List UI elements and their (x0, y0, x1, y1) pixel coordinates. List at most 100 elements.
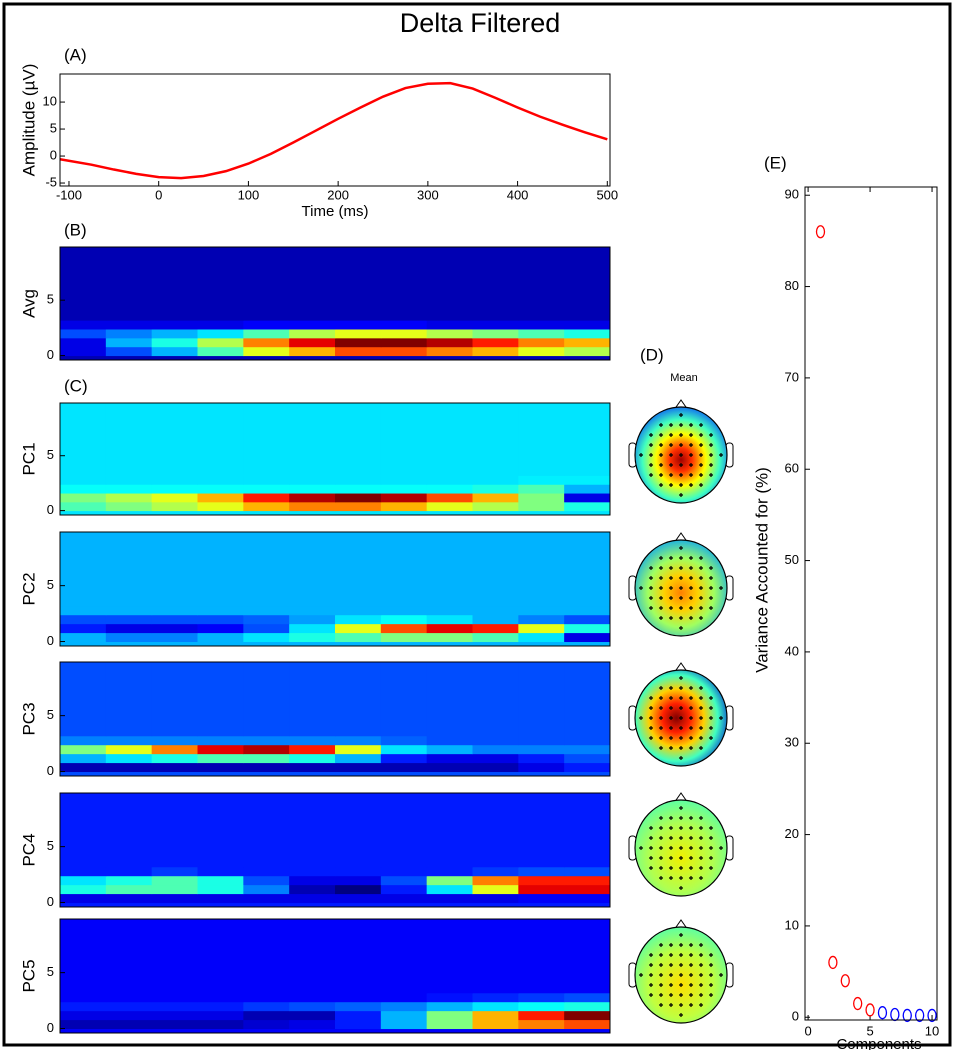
panel-label: (A) (64, 45, 87, 64)
heatmap-cell (289, 328, 336, 339)
electrode (659, 453, 663, 457)
electrode (679, 953, 683, 957)
heatmap-cell (60, 320, 107, 330)
electrode (669, 443, 673, 447)
heatmap-cell (335, 493, 382, 503)
heatmap-cell (60, 875, 107, 886)
heatmap-cell (105, 735, 153, 746)
heatmap-cell (151, 328, 198, 339)
electrode (709, 846, 713, 850)
heatmap-cell (335, 753, 382, 764)
electrode (649, 856, 653, 860)
heatmap-cell (564, 532, 611, 607)
electrode (649, 453, 653, 457)
heatmap-cell (335, 501, 382, 512)
heatmap-cell (380, 893, 428, 904)
heatmap-cell (289, 744, 336, 755)
heatmap-cell (289, 762, 336, 773)
heatmap-cell (335, 744, 382, 755)
heatmap-cell (289, 623, 336, 634)
heatmap-cell (472, 753, 519, 764)
heatmap-cell (243, 753, 290, 764)
heatmap-cell (105, 501, 153, 512)
x-tick-label: 10 (925, 1023, 939, 1038)
topomap (628, 662, 734, 767)
point (853, 996, 863, 1011)
electrode (669, 826, 673, 830)
x-tick-label: 0 (804, 1023, 811, 1038)
electrode (649, 736, 653, 740)
heatmap-cell (335, 762, 382, 773)
electrode (689, 443, 693, 447)
x-tick-label: 200 (327, 187, 349, 202)
heatmap-cell (518, 753, 565, 764)
electrode (669, 846, 673, 850)
heatmap-cell (518, 623, 565, 634)
heatmap-cell (564, 893, 611, 904)
y-axis-label: PC1 (19, 442, 38, 475)
point (890, 1007, 900, 1022)
electrode (669, 706, 673, 710)
heatmap-cell (289, 1001, 336, 1012)
heatmap-cell (151, 247, 198, 321)
electrode (689, 606, 693, 610)
electrode (669, 453, 673, 457)
electrode (699, 746, 703, 750)
heatmap-cell (564, 866, 611, 877)
electrode (659, 696, 663, 700)
heatmap-cell (197, 247, 244, 321)
electrode (659, 866, 663, 870)
electrode (699, 566, 703, 570)
heatmap-cell (60, 475, 107, 485)
electrode (679, 866, 683, 870)
electrode (679, 616, 683, 620)
heatmap-cell (426, 919, 473, 994)
heatmap-cell (289, 493, 336, 503)
electrode (699, 463, 703, 467)
heatmap-cell (243, 320, 290, 330)
heatmap-cell (472, 501, 519, 512)
heatmap-cell (243, 247, 290, 321)
electrode (699, 606, 703, 610)
electrode (669, 736, 673, 740)
electrode (699, 963, 703, 967)
electrode (659, 836, 663, 840)
x-tick-label: 0 (155, 187, 162, 202)
electrode (679, 826, 683, 830)
heatmap-cell (380, 1010, 428, 1021)
heatmap-cell (564, 623, 611, 634)
heatmap-cell (518, 893, 565, 904)
electrode (649, 866, 653, 870)
y-tick-label: 0 (50, 147, 57, 162)
heatmap-cell (426, 1001, 473, 1012)
heatmap-cell (426, 501, 473, 512)
electrode (689, 876, 693, 880)
heatmap-cell (335, 247, 382, 321)
heatmap-cell (472, 866, 519, 877)
heatmap-cell (335, 328, 382, 339)
heatmap-cell (197, 346, 244, 357)
heatmap-cell (472, 605, 519, 616)
electrode (699, 816, 703, 820)
heatmap-cell (426, 532, 473, 607)
electrode (679, 556, 683, 560)
heatmap-cell (243, 614, 290, 625)
heatmap-cell (105, 1010, 153, 1021)
heatmap-cell (335, 1010, 382, 1021)
y-tick-label: 80 (785, 278, 799, 293)
heatmap-cell (380, 493, 428, 503)
electrode (679, 933, 683, 937)
heatmap-cell (518, 1001, 565, 1012)
heatmap-cell (518, 484, 565, 494)
electrode (689, 746, 693, 750)
x-tick-label: 400 (507, 187, 529, 202)
heatmap-cell (60, 753, 107, 764)
electrode (679, 586, 683, 590)
heatmap-cell (243, 1010, 290, 1021)
heatmap-cell (564, 1019, 611, 1030)
electrode (669, 993, 673, 997)
electrode (679, 806, 683, 810)
heatmap-cell (105, 753, 153, 764)
heatmap-cell (197, 1010, 244, 1021)
heatmap-cell (105, 475, 153, 485)
